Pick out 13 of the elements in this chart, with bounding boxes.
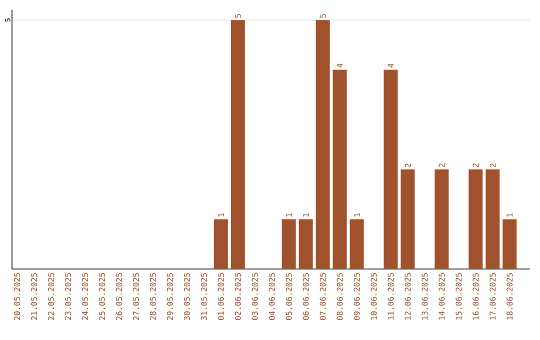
bar [230,20,245,269]
bar [468,169,483,269]
bar [434,169,449,269]
bar [282,219,296,269]
bar [298,219,313,269]
bar [332,70,347,269]
bar [350,219,364,269]
bar [502,219,517,269]
bar [384,70,398,269]
bar [316,20,330,269]
bar [400,169,415,269]
bar [486,169,500,269]
bar [214,219,228,269]
